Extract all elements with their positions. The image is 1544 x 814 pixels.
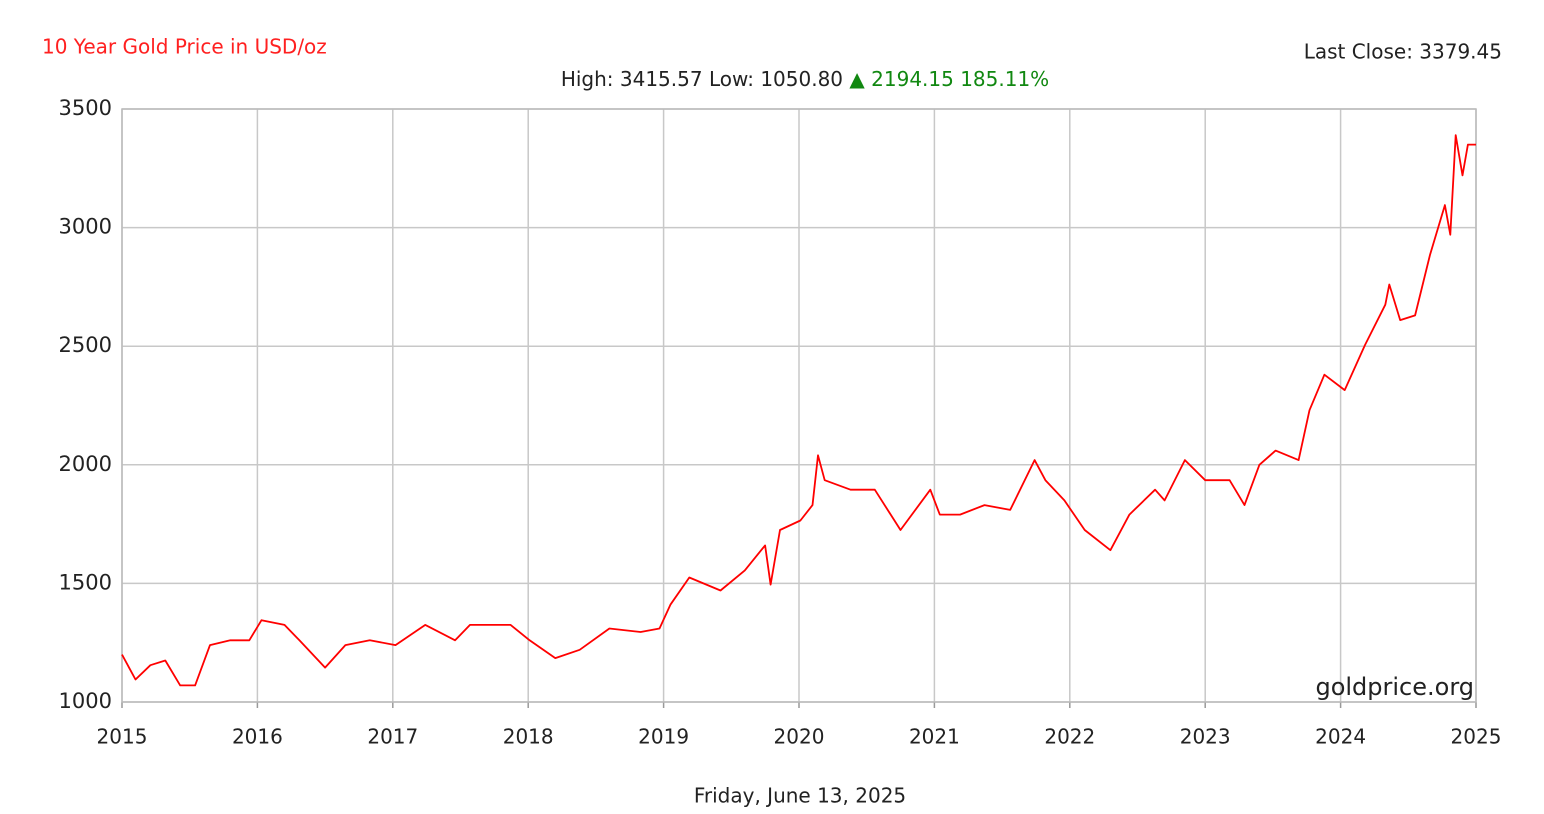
x-tick-label: 2025 (1451, 725, 1502, 749)
x-tick-label: 2021 (909, 725, 960, 749)
x-tick-label: 2015 (97, 725, 148, 749)
high-low: High: 3415.57 Low: 1050.80 (561, 67, 843, 91)
y-tick-label: 1500 (59, 570, 112, 594)
x-tick-label: 2020 (774, 725, 825, 749)
y-tick-label: 2000 (59, 452, 112, 476)
chart-title: 10 Year Gold Price in USD/oz (42, 35, 327, 59)
x-tick-label: 2019 (638, 725, 689, 749)
x-tick-label: 2023 (1180, 725, 1231, 749)
plot-border (121, 108, 1477, 703)
x-tick-label: 2022 (1044, 725, 1095, 749)
change-symbol: ▲ (849, 67, 865, 91)
y-tick-label: 3000 (59, 215, 112, 239)
y-tick-label: 3500 (59, 96, 112, 120)
y-tick-label: 2500 (59, 333, 112, 357)
x-tick-label: 2018 (503, 725, 554, 749)
y-tick-label: 1000 (59, 689, 112, 713)
subtitle: High: 3415.57 Low: 1050.80 ▲ 2194.15 185… (561, 67, 1049, 91)
price-line (121, 134, 1476, 687)
x-tick-label: 2024 (1315, 725, 1366, 749)
last-close: Last Close: 3379.45 (1304, 40, 1502, 64)
watermark: goldprice.org (1315, 673, 1474, 701)
change: 2194.15 185.11% (871, 67, 1049, 91)
x-tick-label: 2017 (367, 725, 418, 749)
x-axis-label: Friday, June 13, 2025 (694, 784, 906, 808)
x-tick-label: 2016 (232, 725, 283, 749)
